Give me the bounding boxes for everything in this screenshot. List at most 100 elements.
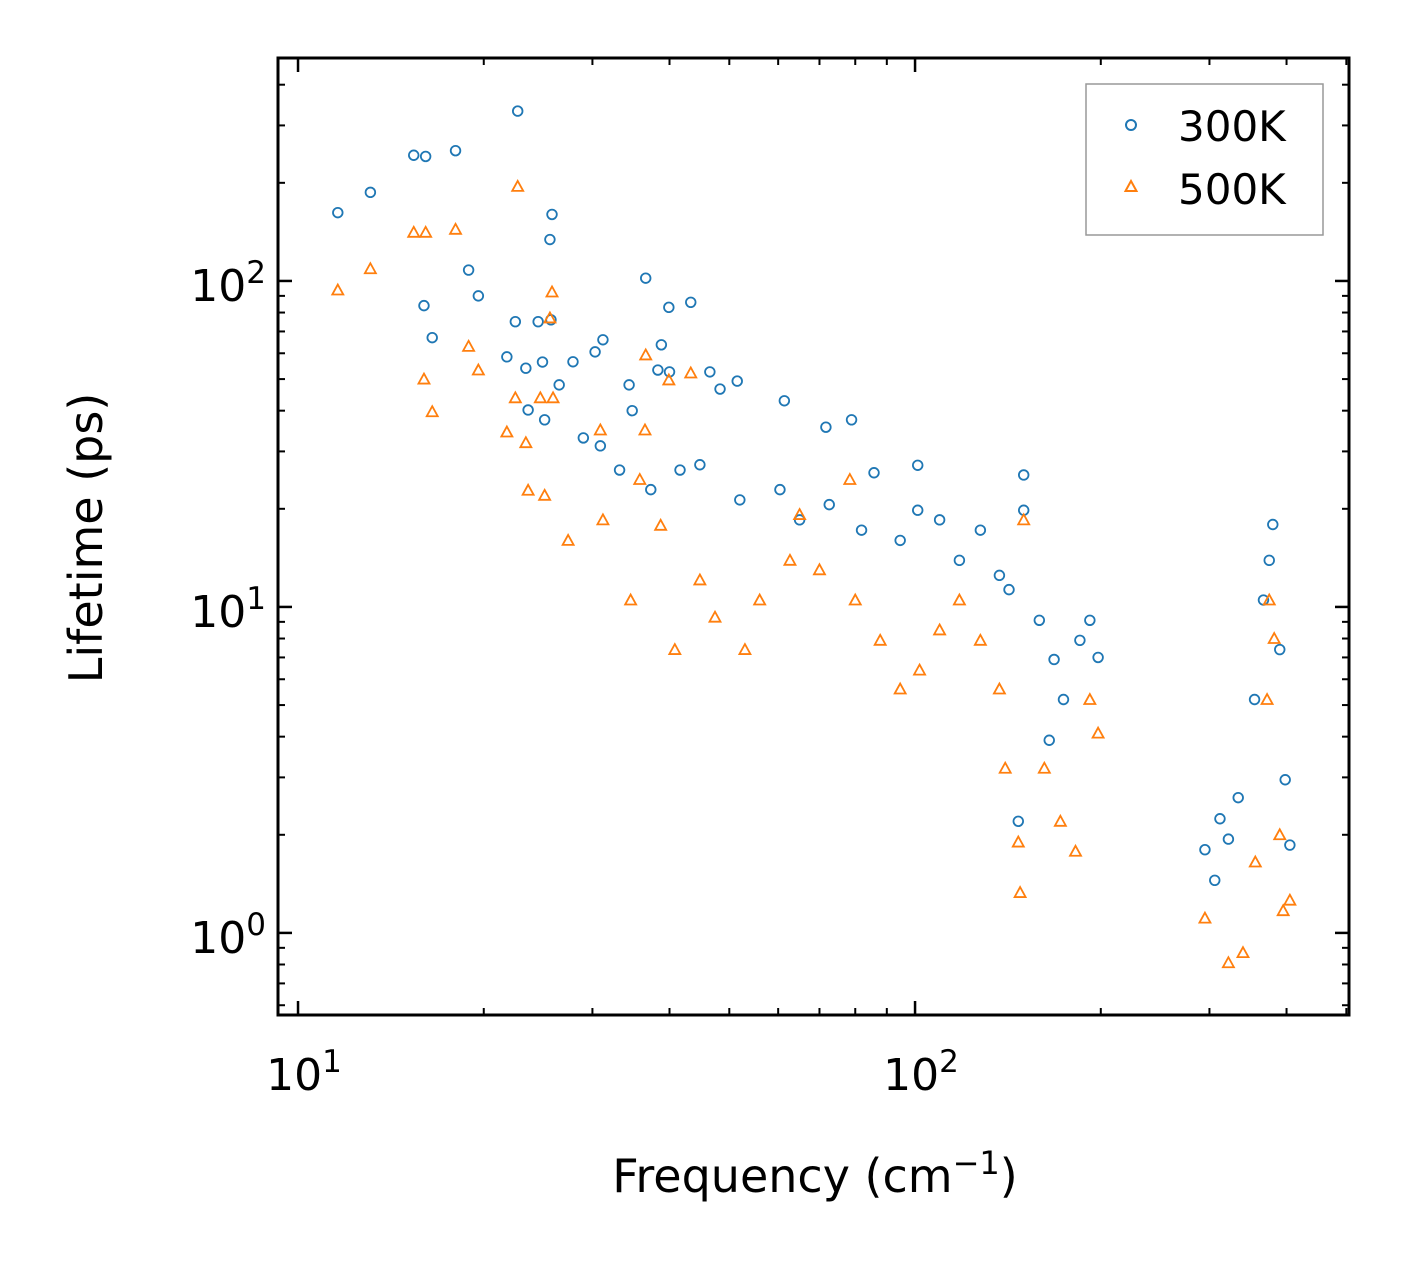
point-300k [1018,469,1030,481]
point-300k [1248,693,1261,706]
point-300k [567,356,579,368]
point-300k [538,414,551,426]
point-500k [973,632,988,646]
point-300k [589,346,601,358]
plot-frame [276,56,1351,1017]
point-300k [1057,693,1070,706]
point-300k [512,105,524,117]
point-300k [894,534,906,547]
legend-label-500k: 500K [1178,165,1287,214]
point-500k [952,592,967,606]
point-500k [912,662,927,676]
point-300k [532,315,544,328]
point-300k [652,364,664,376]
point-300k [845,414,858,426]
point-500k [1260,692,1275,705]
point-300k [694,459,706,471]
point-300k [522,404,534,416]
point-300k [734,494,746,506]
data-points [330,105,1297,969]
point-300k [645,483,657,496]
point-500k [932,622,947,636]
point-500k [1267,631,1282,644]
legend: 300K 500K [1085,83,1324,236]
point-300k [419,150,432,163]
point-300k [912,504,924,516]
point-500k [510,179,525,192]
point-500k [448,221,463,235]
point-500k [1235,945,1251,959]
point-300k [855,524,868,536]
point-300k [332,206,344,219]
point-500k [537,487,552,501]
point-300k [1043,734,1055,746]
point-300k [1279,774,1291,786]
point-300k [912,459,924,471]
point-300k [1048,653,1060,666]
legend-label-300k: 300K [1178,102,1287,151]
point-500k [1013,885,1028,898]
point-300k [823,498,835,511]
y-axis-label: Lifetime (ps) [59,393,113,684]
point-300k [1199,844,1211,856]
point-500k [842,472,857,485]
point-300k [933,514,946,526]
point-500k [1272,827,1287,841]
x-tick-label: 102 [883,1044,959,1101]
point-300k [364,186,377,199]
point-500k [425,404,440,418]
point-500k [812,562,827,576]
point-500k [1197,910,1212,924]
point-500k [363,261,378,275]
point-500k [406,224,421,238]
point-300k [501,351,513,363]
legend-marker-300k [1125,119,1137,131]
point-300k [546,208,558,221]
point-300k [1084,614,1096,626]
point-300k [1232,791,1244,804]
point-500k [593,422,608,436]
legend-box [1085,83,1324,236]
point-500k [992,681,1007,695]
point-500k [546,390,561,404]
point-500k [542,310,557,324]
point-300k [509,315,522,328]
point-300k [544,233,556,246]
point-500k [637,422,652,436]
point-500k [330,282,345,296]
point-500k [752,592,767,606]
point-500k [848,592,863,606]
point-500k [683,365,698,379]
point-300k [1012,815,1024,827]
point-300k [778,395,791,407]
point-500k [667,642,682,655]
point-500k [653,517,668,531]
x-axis-label: Frequency (cm−1) [612,1144,1017,1203]
point-500k [998,760,1013,774]
point-500k [508,390,523,404]
point-500k [1053,813,1068,827]
tick-labels: 101 102 100 101 102 [190,255,959,1101]
point-300k [640,272,652,284]
point-300k [1092,651,1104,664]
point-500k [521,482,536,496]
point-300k [714,383,726,395]
point-300k [626,404,638,417]
point-300k [731,375,743,387]
point-500k [1262,592,1277,606]
point-300k [520,362,532,374]
x-tick-label: 101 [266,1044,342,1101]
point-300k [974,524,987,536]
point-300k [1074,634,1086,647]
y-tick-label: 101 [190,581,266,638]
point-300k [1284,839,1296,851]
point-500k [638,347,653,361]
point-300k [536,356,549,368]
point-500k [1011,834,1026,848]
point-300k [1267,518,1279,531]
point-300k [953,554,966,567]
point-500k [595,512,610,526]
point-500k [1091,725,1106,739]
point-500k [418,224,433,238]
point-500k [461,338,476,352]
